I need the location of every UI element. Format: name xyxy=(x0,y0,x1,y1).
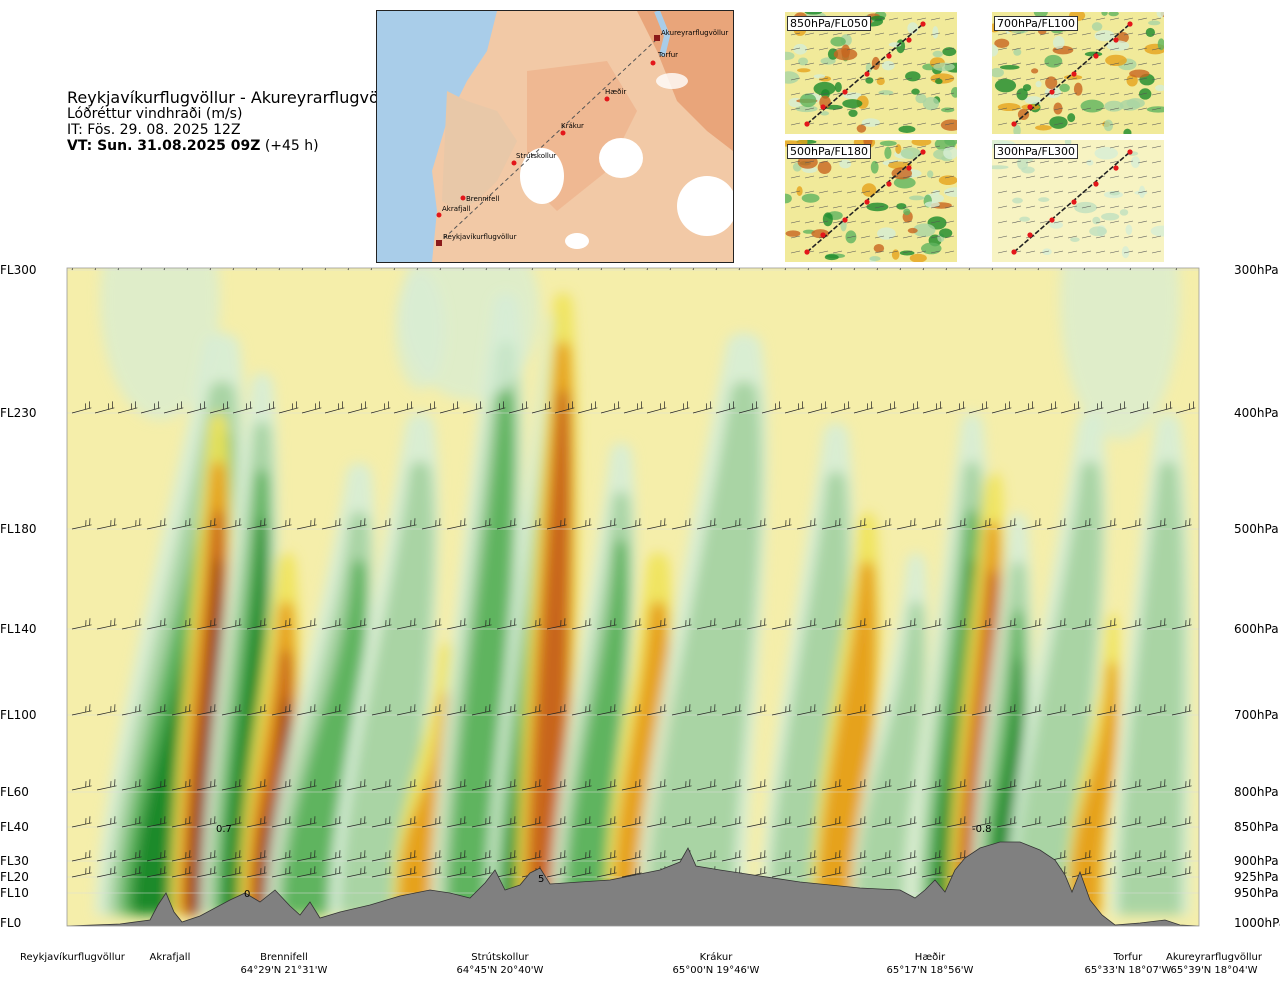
map-point-label: Akrafjall xyxy=(442,205,471,213)
hpa-tick-label: 900hPa xyxy=(1234,854,1279,868)
hpa-tick-label: 500hPa xyxy=(1234,522,1279,536)
annotation-0: 0.7 xyxy=(216,824,232,835)
station-name: Akureyrarflugvöllur xyxy=(1166,952,1263,963)
hpa-tick-label: 925hPa xyxy=(1234,870,1279,884)
station-coord: 65°17'N 18°56'W xyxy=(886,965,974,976)
wind-shading xyxy=(95,268,1192,915)
map-point-marker xyxy=(436,240,442,246)
hpa-tick-label: 950hPa xyxy=(1234,886,1279,900)
annotation-3: 0 xyxy=(244,889,250,900)
plot-background xyxy=(67,268,1199,926)
wind-barbs xyxy=(71,268,1196,878)
station-label: Torfur 65°33'N 18°07'W xyxy=(1085,951,1172,977)
hpa-tick-label: 1000hPa xyxy=(1234,916,1280,930)
route-title: Reykjavíkurflugvöllur - Akureyrarflugvöl… xyxy=(67,88,405,107)
map-point-marker xyxy=(560,130,566,136)
map-point-label: Brennifell xyxy=(466,195,499,203)
fl-tick-label: FL60 xyxy=(0,785,29,799)
annotation-1: -0.8 xyxy=(972,824,992,835)
fl-tick-label: FL0 xyxy=(0,916,22,930)
station-name: Krákur xyxy=(699,952,733,963)
panel-850-label: 850hPa/FL050 xyxy=(787,16,872,31)
panel-700-svg xyxy=(992,12,1164,134)
map-point-marker xyxy=(650,60,656,66)
station-label: Akureyrarflugvöllur 65°39'N 18°04'W xyxy=(1166,951,1262,977)
station-label: Krákur 65°00'N 19°46'W xyxy=(673,951,760,977)
station-coord: 65°00'N 19°46'W xyxy=(672,965,760,976)
valid-time-offset: (+45 h) xyxy=(260,138,319,154)
route-map: Akureyrarflugvöllur Torfur Hæðir Krákur Strú… xyxy=(376,10,734,263)
hpa-tick-label: 800hPa xyxy=(1234,785,1279,799)
issue-time: IT: Fös. 29. 08. 2025 12Z xyxy=(67,122,241,138)
station-name: Brennifell xyxy=(260,952,308,963)
panel-850-svg xyxy=(785,12,957,134)
map-point-label: Torfur xyxy=(657,51,678,59)
hpa-tick-label: 850hPa xyxy=(1234,820,1279,834)
map-point-label: Akureyrarflugvöllur xyxy=(661,29,728,37)
station-label: Reykjavíkurflugvöllur xyxy=(20,951,125,964)
fl-tick-label: FL140 xyxy=(0,622,37,636)
fl-tick-label: FL300 xyxy=(0,263,37,277)
valid-time-bold: VT: Sun. 31.08.2025 09Z xyxy=(67,138,261,154)
station-name: Torfur xyxy=(1113,952,1143,963)
map-point-label: Reykjavíkurflugvöllur xyxy=(443,233,517,241)
map-point-label: Hæðir xyxy=(605,88,626,96)
station-label: Hæðir 65°17'N 18°56'W xyxy=(887,951,974,977)
fl-tick-label: FL180 xyxy=(0,522,37,536)
terrain-profile xyxy=(67,841,1199,926)
route-map-svg: Akureyrarflugvöllur Torfur Hæðir Krákur Strú… xyxy=(377,11,733,262)
panel-700-label: 700hPa/FL100 xyxy=(994,16,1079,31)
station-coord: 65°33'N 18°07'W xyxy=(1084,965,1172,976)
station-coord: 64°29'N 21°31'W xyxy=(240,965,328,976)
map-point-label: Krákur xyxy=(561,122,584,130)
panel-850: 850hPa/FL050 xyxy=(785,12,957,134)
station-coord: 65°39'N 18°04'W xyxy=(1170,965,1258,976)
valid-time: VT: Sun. 31.08.2025 09Z (+45 h) xyxy=(67,138,404,154)
panel-300: 300hPa/FL300 xyxy=(992,140,1164,262)
station-name: Hæðir xyxy=(914,952,946,963)
map-point-label: Strútskollur xyxy=(516,152,556,160)
map-points: Akureyrarflugvöllur Torfur Hæðir Krákur Strú… xyxy=(436,29,728,246)
fl-tick-label: FL20 xyxy=(0,870,29,884)
station-name: Akrafjall xyxy=(149,952,191,963)
station-label: Akrafjall xyxy=(150,951,191,964)
station-name: Reykjavíkurflugvöllur xyxy=(20,952,125,963)
map-point-marker xyxy=(654,35,660,41)
fl-tick-label: FL40 xyxy=(0,820,29,834)
station-label: Strútskollur 64°45'N 20°40'W xyxy=(457,951,544,977)
hpa-tick-label: 300hPa xyxy=(1234,263,1279,277)
annotation-2: 5 xyxy=(538,874,544,885)
plot-frame xyxy=(66,267,1200,927)
map-point-marker xyxy=(460,195,466,201)
map-point-marker xyxy=(604,96,610,102)
fl-tick-label: FL100 xyxy=(0,708,37,722)
panel-300-svg xyxy=(992,140,1164,262)
map-point-marker xyxy=(511,160,517,166)
fl-tick-label: FL10 xyxy=(0,886,29,900)
station-label: Brennifell 64°29'N 21°31'W xyxy=(241,951,328,977)
map-point-marker xyxy=(436,212,442,218)
fl-tick-label: FL230 xyxy=(0,406,37,420)
station-coord: 64°45'N 20°40'W xyxy=(456,965,544,976)
hpa-tick-label: 400hPa xyxy=(1234,406,1279,420)
panel-300-label: 300hPa/FL300 xyxy=(994,144,1079,159)
hpa-tick-label: 700hPa xyxy=(1234,708,1279,722)
fl-tick-label: FL30 xyxy=(0,854,29,868)
panel-700: 700hPa/FL100 xyxy=(992,12,1164,134)
title-block: Reykjavíkurflugvöllur - Akureyrarflugvöl… xyxy=(67,88,405,155)
panel-500-svg xyxy=(785,140,957,262)
level-gridlines xyxy=(67,269,1199,894)
hpa-tick-label: 600hPa xyxy=(1234,622,1279,636)
panel-500: 500hPa/FL180 xyxy=(785,140,957,262)
variable-label: Lóðréttur vindhraði (m/s) xyxy=(67,106,243,122)
panel-500-label: 500hPa/FL180 xyxy=(787,144,872,159)
station-name: Strútskollur xyxy=(471,952,529,963)
